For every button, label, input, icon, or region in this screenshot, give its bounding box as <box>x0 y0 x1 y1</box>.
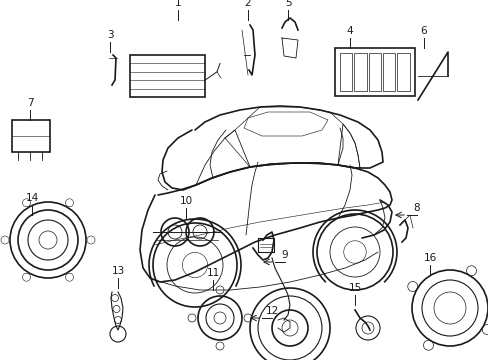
Text: 1: 1 <box>174 0 181 8</box>
Text: 11: 11 <box>206 268 219 278</box>
Text: 16: 16 <box>423 253 436 263</box>
Text: 5: 5 <box>284 0 291 8</box>
Bar <box>382 53 394 91</box>
Text: 2: 2 <box>244 0 251 8</box>
Text: 4: 4 <box>346 26 353 36</box>
Bar <box>396 53 409 91</box>
Bar <box>354 53 366 91</box>
Text: 8: 8 <box>413 203 420 213</box>
Text: 14: 14 <box>25 193 39 203</box>
Text: 12: 12 <box>265 306 278 316</box>
Text: 10: 10 <box>179 196 192 206</box>
Bar <box>368 53 380 91</box>
Text: 6: 6 <box>420 26 427 36</box>
Text: 9: 9 <box>281 250 288 260</box>
Text: 7: 7 <box>27 98 33 108</box>
Text: 15: 15 <box>347 283 361 293</box>
Text: 13: 13 <box>111 266 124 276</box>
Bar <box>334 48 414 96</box>
Bar <box>339 53 351 91</box>
Text: 3: 3 <box>106 30 113 40</box>
Bar <box>12 120 50 152</box>
Bar <box>130 55 204 97</box>
